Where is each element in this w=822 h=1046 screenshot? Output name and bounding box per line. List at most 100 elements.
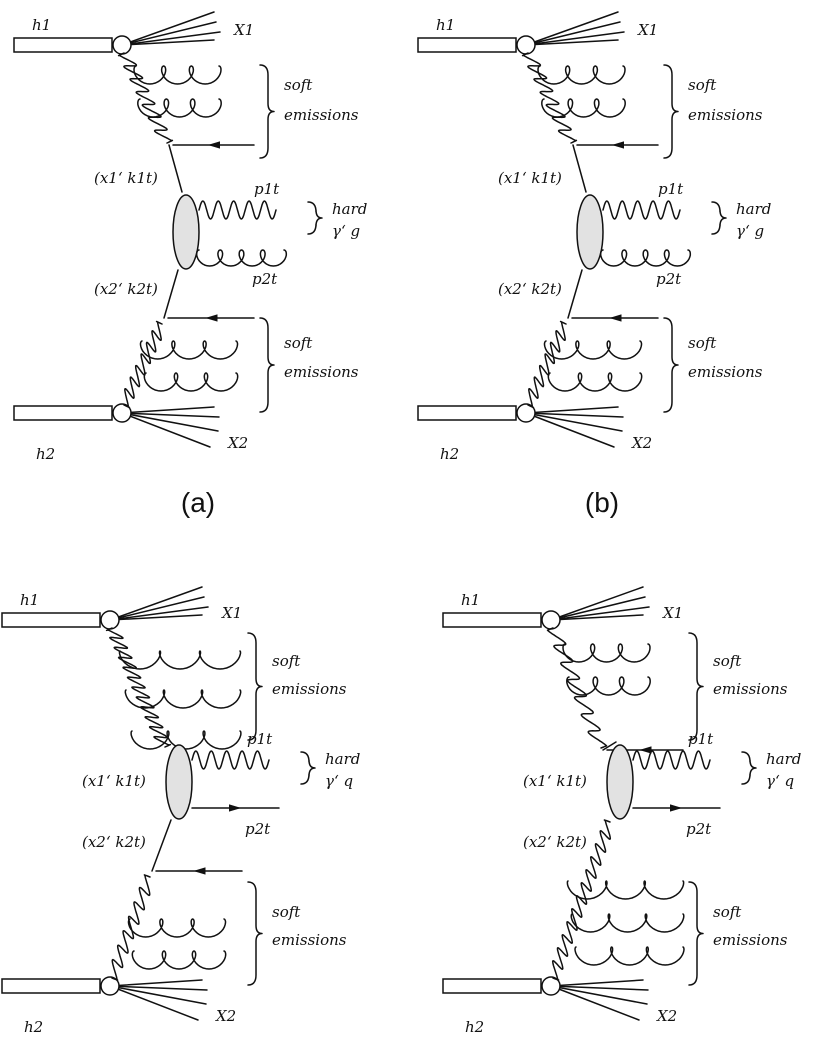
soft-gluon-bottom bbox=[547, 372, 643, 392]
hadron-h2-bar bbox=[13, 405, 113, 421]
soft-quark-bottom-arrow bbox=[609, 314, 622, 322]
label-k2: (x2‘ k2t) bbox=[94, 280, 158, 298]
panel-d: h1 X1 h2 X2 soft emissions soft emissions (x1‘ k… bbox=[442, 586, 801, 1036]
soft-quark-top-arrow bbox=[639, 746, 652, 754]
photon-line bbox=[191, 750, 270, 770]
outgoing-quark-arrow bbox=[229, 804, 242, 812]
remnant-x1-line bbox=[550, 606, 650, 621]
remnant-x1-line bbox=[109, 606, 209, 621]
soft-gluon-bottom bbox=[127, 918, 227, 938]
label-soft-top-2: emissions bbox=[713, 680, 788, 698]
label-h2: h2 bbox=[465, 1018, 484, 1036]
label-soft-bot-1: soft bbox=[688, 334, 717, 352]
remnant-x2-line bbox=[121, 412, 219, 432]
label-hard-2: γ‘ q bbox=[325, 772, 353, 790]
soft-gluon-bottom bbox=[143, 372, 239, 392]
brace-hard bbox=[711, 201, 727, 235]
outgoing-gluon bbox=[195, 249, 288, 267]
remnant-x1-line bbox=[550, 586, 644, 621]
soft-gluon-bottom bbox=[543, 340, 643, 360]
quark-line-bottom bbox=[567, 269, 583, 319]
label-soft-top-1: soft bbox=[713, 652, 742, 670]
remnant-x2-line bbox=[109, 985, 208, 991]
label-h1: h1 bbox=[461, 591, 480, 609]
remnant-x2-line bbox=[121, 406, 215, 414]
gluon-chain-bottom bbox=[111, 874, 151, 981]
remnant-x1-line bbox=[525, 11, 619, 46]
hard-vertex-blob bbox=[576, 194, 604, 270]
soft-gluon-top bbox=[562, 643, 651, 663]
remnant-x1-line bbox=[109, 586, 203, 621]
label-hard-2: γ‘ g bbox=[332, 222, 360, 240]
label-h1: h1 bbox=[20, 591, 39, 609]
label-p1: p1t bbox=[254, 180, 280, 198]
outgoing-gluon bbox=[599, 249, 692, 267]
label-x2: X2 bbox=[656, 1007, 677, 1025]
brace-soft-bottom bbox=[259, 317, 275, 413]
outgoing-quark-arrow bbox=[670, 804, 683, 812]
remnant-x2-line bbox=[525, 412, 624, 418]
remnant-x1-line bbox=[121, 39, 215, 46]
remnant-x1-line bbox=[121, 21, 217, 46]
remnant-x2-line bbox=[550, 985, 648, 1005]
hard-vertex-blob bbox=[172, 194, 200, 270]
label-x1: X1 bbox=[637, 21, 658, 39]
brace-soft-top bbox=[247, 632, 263, 741]
label-h1: h1 bbox=[32, 16, 51, 34]
photon-line bbox=[198, 200, 277, 220]
soft-quark-bottom-arrow bbox=[193, 867, 206, 875]
hadron-h1-bar bbox=[13, 37, 113, 53]
brace-soft-bottom bbox=[688, 881, 704, 986]
hadron-h1-bar bbox=[1, 612, 101, 628]
vertex-h2 bbox=[112, 403, 132, 423]
remnant-x1-line bbox=[525, 39, 619, 46]
brace-hard bbox=[741, 751, 757, 785]
label-hard-1: hard bbox=[332, 200, 367, 218]
soft-gluon-top bbox=[118, 650, 242, 670]
label-h2: h2 bbox=[24, 1018, 43, 1036]
brace-soft-bottom bbox=[247, 881, 263, 986]
remnant-x1-line bbox=[121, 31, 221, 46]
label-soft-bot-1: soft bbox=[713, 903, 742, 921]
soft-quark-top-arrow bbox=[207, 141, 220, 149]
vertex-h1 bbox=[541, 610, 561, 630]
brace-hard bbox=[307, 201, 323, 235]
panel-a: h1 X1 h2 X2 soft emissions soft emissions (x1‘ k… bbox=[13, 11, 367, 518]
label-x1: X1 bbox=[233, 21, 254, 39]
gluon-chain-bottom bbox=[551, 819, 612, 981]
label-k1: (x1‘ k1t) bbox=[498, 169, 562, 187]
label-p2: p2t bbox=[245, 820, 271, 838]
hard-vertex-blob bbox=[165, 744, 193, 820]
soft-gluon-top bbox=[137, 98, 222, 118]
remnant-x2-line bbox=[121, 412, 211, 448]
gluon-chain-top bbox=[521, 52, 578, 144]
soft-gluon-bottom bbox=[574, 946, 685, 966]
label-h2: h2 bbox=[36, 445, 55, 463]
hadron-h2-bar bbox=[442, 978, 542, 994]
label-soft-top-1: soft bbox=[688, 76, 717, 94]
remnant-x2-line bbox=[550, 985, 640, 1021]
label-k1: (x1‘ k1t) bbox=[94, 169, 158, 187]
remnant-x1-line bbox=[525, 21, 621, 46]
gluon-chain-bottom bbox=[527, 320, 567, 409]
soft-gluon-bottom bbox=[139, 340, 239, 360]
remnant-x1-line bbox=[550, 614, 644, 621]
label-k1: (x1‘ k1t) bbox=[82, 772, 146, 790]
vertex-h1 bbox=[100, 610, 120, 630]
gluon-chain-top bbox=[105, 627, 172, 748]
label-hard-1: hard bbox=[766, 750, 801, 768]
soft-gluon-top bbox=[566, 676, 651, 696]
remnant-x2-line bbox=[121, 412, 220, 418]
hadron-h2-bar bbox=[1, 978, 101, 994]
label-x1: X1 bbox=[662, 604, 683, 622]
label-x2: X2 bbox=[631, 434, 652, 452]
brace-soft-top bbox=[663, 64, 679, 159]
remnant-x2-line bbox=[550, 985, 649, 991]
remnant-x2-line bbox=[525, 412, 623, 432]
soft-gluon-top bbox=[537, 65, 626, 85]
soft-gluon-bottom bbox=[131, 950, 227, 970]
label-soft-bot-2: emissions bbox=[688, 363, 763, 381]
label-k2: (x2‘ k2t) bbox=[498, 280, 562, 298]
quark-line-top bbox=[572, 144, 587, 193]
label-k2: (x2‘ k2t) bbox=[523, 833, 587, 851]
